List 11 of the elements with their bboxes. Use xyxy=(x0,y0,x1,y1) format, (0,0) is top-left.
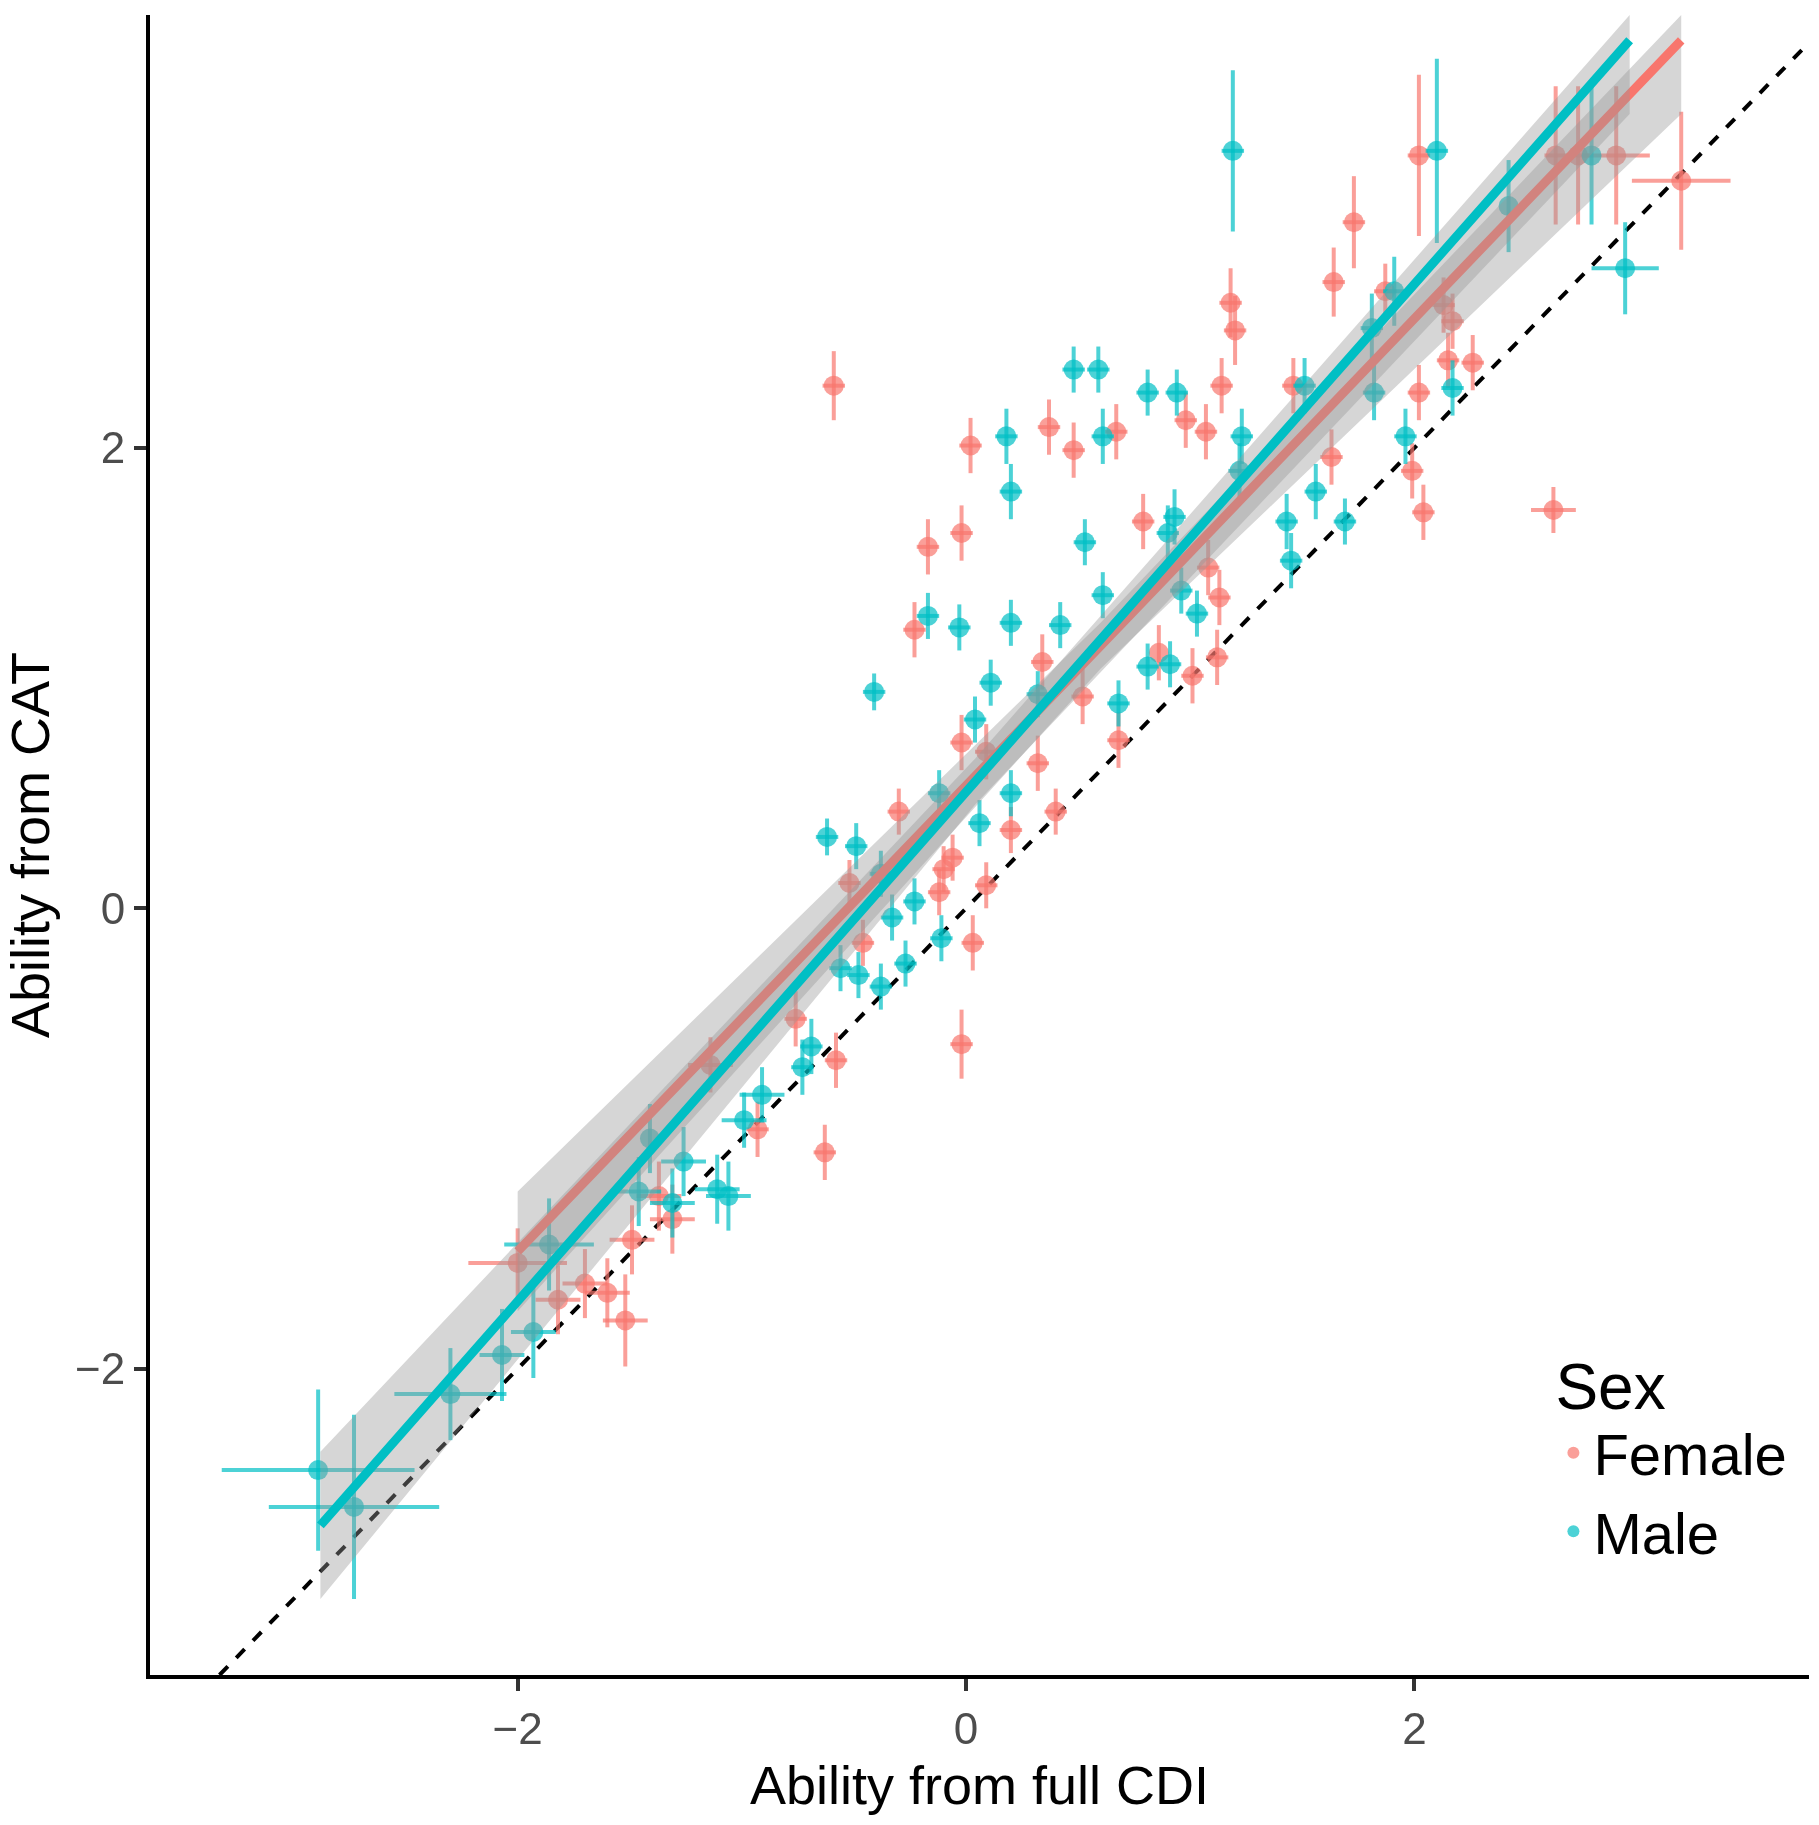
y-tick-label: 2 xyxy=(100,423,126,473)
y-tick-label: −2 xyxy=(75,1344,126,1394)
x-tick-label: 2 xyxy=(1402,1703,1427,1753)
legend-label: Female xyxy=(1593,1422,1787,1488)
y-axis-title: Ability from CAT xyxy=(0,651,60,1039)
x-tick-label: 0 xyxy=(953,1703,979,1753)
legend-title: Sex xyxy=(1555,1350,1666,1423)
legend-label: Male xyxy=(1593,1500,1720,1566)
y-tick-label: 0 xyxy=(100,883,126,933)
x-axis-title: Ability from full CDI xyxy=(749,1754,1210,1815)
x-tick-label: −2 xyxy=(492,1703,543,1753)
